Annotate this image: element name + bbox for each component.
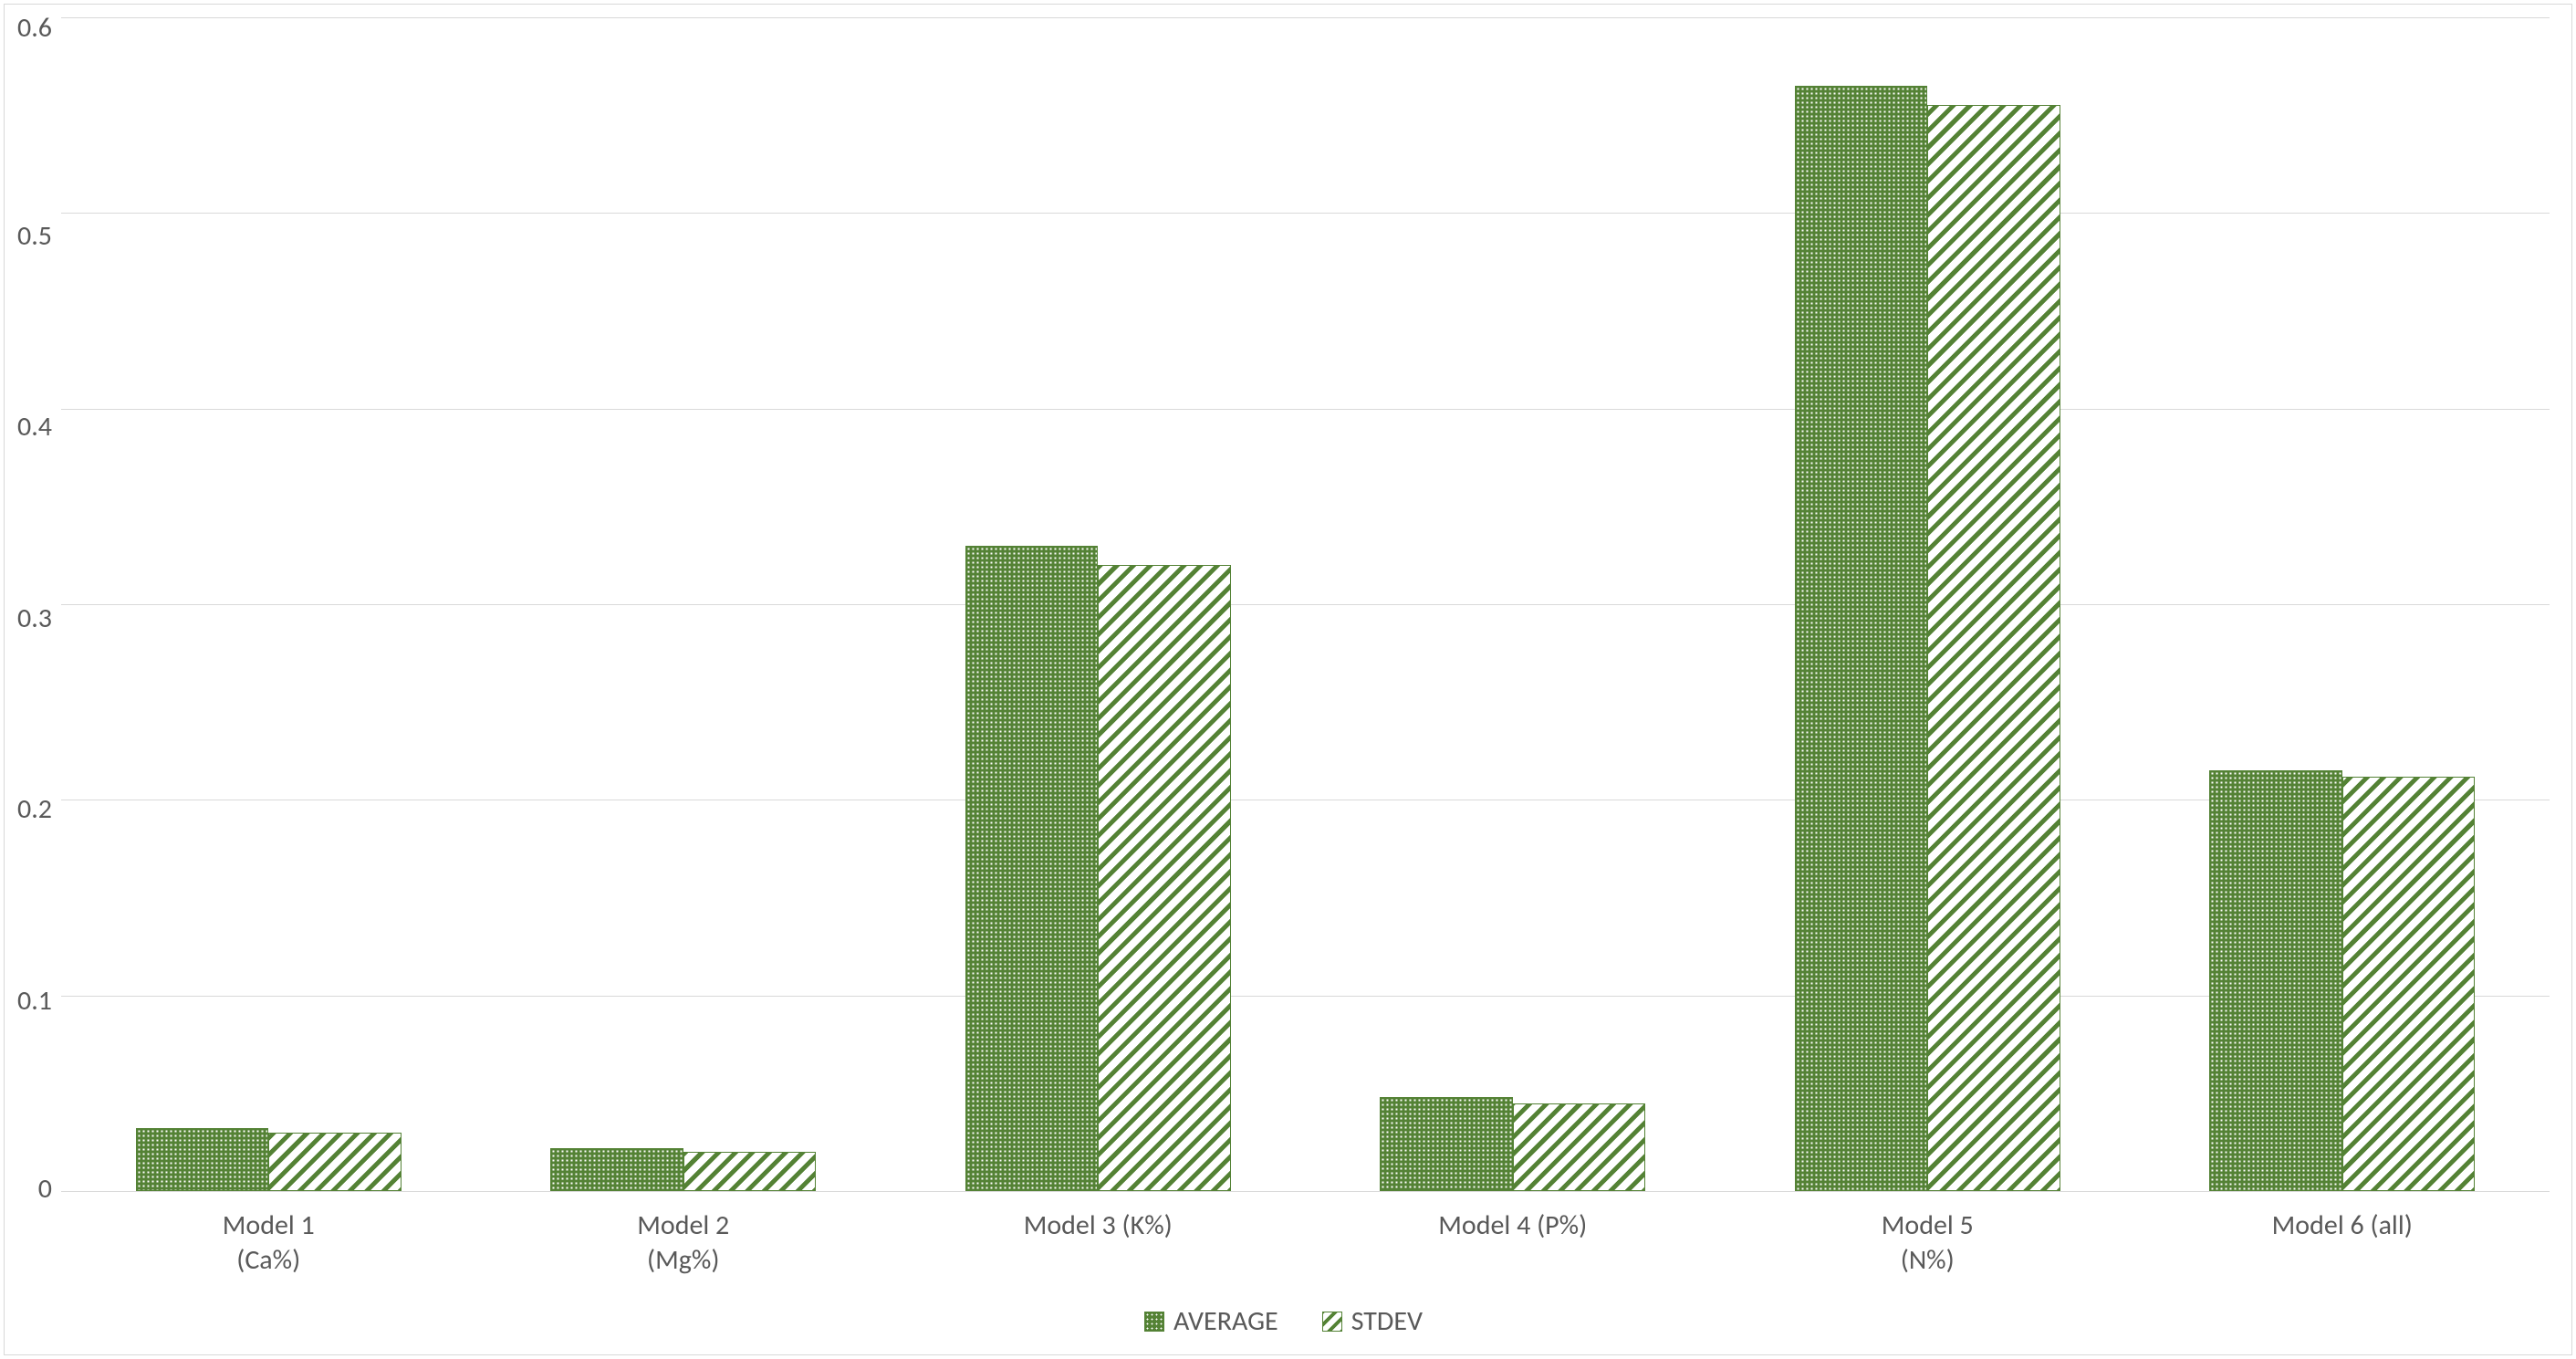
x-axis-label: Model 4 (P%) — [1305, 1192, 1720, 1277]
y-tick: 0.6 — [17, 15, 52, 42]
x-axis-label: Model 3 (K%) — [891, 1192, 1306, 1277]
x-axis-label: Model 1 (Ca%) — [61, 1192, 476, 1277]
y-tick: 0.1 — [17, 988, 52, 1015]
x-axis-labels: Model 1 (Ca%)Model 2 (Mg%)Model 3 (K%)Mo… — [61, 1192, 2550, 1277]
category-slot — [61, 17, 476, 1191]
bar-stdev — [1513, 1103, 1645, 1191]
y-tick: 0.4 — [17, 413, 52, 441]
category-slot — [475, 17, 891, 1191]
category-slot — [1305, 17, 1720, 1191]
plot-area — [61, 17, 2550, 1192]
legend-item-stdev: STDEV — [1322, 1304, 1423, 1338]
y-tick: 0.3 — [17, 605, 52, 632]
legend: AVERAGE STDEV — [17, 1277, 2550, 1338]
bar-average — [1795, 86, 1927, 1191]
x-axis-label: Model 6 (all) — [2134, 1192, 2550, 1277]
y-tick: 0.2 — [17, 796, 52, 823]
y-tick: 0.5 — [17, 223, 52, 250]
bar-average — [1380, 1097, 1512, 1191]
legend-label-average: AVERAGE — [1173, 1304, 1278, 1338]
bar-stdev — [683, 1152, 816, 1191]
category-slot — [891, 17, 1306, 1191]
category-slot — [2134, 17, 2550, 1191]
legend-label-stdev: STDEV — [1351, 1304, 1423, 1338]
x-axis-label: Model 2 (Mg%) — [475, 1192, 891, 1277]
legend-swatch-stdev — [1322, 1312, 1342, 1332]
bar-stdev — [268, 1133, 401, 1191]
y-axis: 0.6 0.5 0.4 0.3 0.2 0.1 0 — [17, 17, 61, 1192]
bar-stdev — [1098, 565, 1230, 1191]
x-axis: Model 1 (Ca%)Model 2 (Mg%)Model 3 (K%)Mo… — [17, 1192, 2550, 1277]
bars-layer — [61, 17, 2550, 1191]
x-axis-label: Model 5 (N%) — [1720, 1192, 2135, 1277]
bar-average — [965, 546, 1098, 1191]
plot-region: 0.6 0.5 0.4 0.3 0.2 0.1 0 — [17, 17, 2550, 1192]
bar-average — [2209, 770, 2341, 1191]
bar-stdev — [2342, 777, 2475, 1191]
legend-swatch-average — [1144, 1312, 1164, 1332]
chart-container: 0.6 0.5 0.4 0.3 0.2 0.1 0 Model 1 (Ca%)M… — [4, 4, 2572, 1355]
bar-average — [550, 1148, 683, 1191]
y-tick: 0 — [38, 1176, 52, 1203]
legend-item-average: AVERAGE — [1144, 1304, 1278, 1338]
bar-average — [136, 1128, 268, 1191]
bar-stdev — [1927, 105, 2060, 1191]
category-slot — [1720, 17, 2135, 1191]
